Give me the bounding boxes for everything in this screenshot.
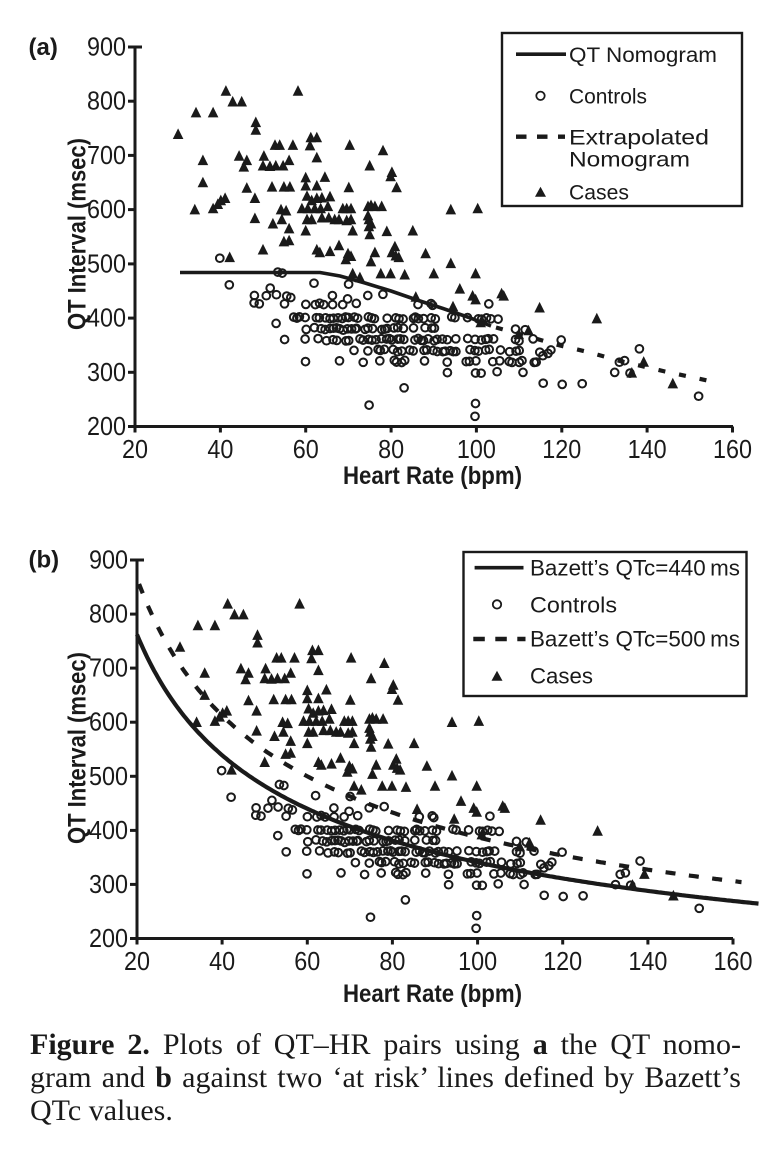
svg-text:QT Nomogram: QT Nomogram xyxy=(569,43,717,67)
svg-text:500: 500 xyxy=(89,761,128,791)
svg-text:400: 400 xyxy=(87,303,126,333)
svg-text:140: 140 xyxy=(628,946,667,976)
svg-text:800: 800 xyxy=(87,86,126,116)
svg-text:Controls: Controls xyxy=(530,593,617,618)
svg-text:600: 600 xyxy=(89,707,128,737)
svg-text:20: 20 xyxy=(124,946,150,976)
svg-text:300: 300 xyxy=(87,357,126,387)
svg-text:200: 200 xyxy=(89,923,128,953)
svg-text:40: 40 xyxy=(207,434,233,464)
svg-text:Bazett’s QTc=440 ms: Bazett’s QTc=440 ms xyxy=(530,556,740,581)
svg-text:300: 300 xyxy=(89,869,128,899)
svg-text:80: 80 xyxy=(379,946,405,976)
svg-text:Bazett’s QTc=500 ms: Bazett’s QTc=500 ms xyxy=(530,627,740,652)
svg-text:100: 100 xyxy=(458,946,497,976)
svg-text:QT Interval (msec): QT Interval (msec) xyxy=(64,652,92,844)
svg-text:140: 140 xyxy=(628,434,667,464)
svg-text:QT Interval (msec): QT Interval (msec) xyxy=(64,138,92,330)
svg-text:100: 100 xyxy=(457,434,496,464)
svg-text:Heart Rate (bpm): Heart Rate (bpm) xyxy=(343,462,522,490)
svg-text:Cases: Cases xyxy=(569,181,629,205)
svg-text:60: 60 xyxy=(293,434,319,464)
svg-text:60: 60 xyxy=(294,946,320,976)
svg-text:500: 500 xyxy=(87,248,126,278)
svg-text:Heart Rate (bpm): Heart Rate (bpm) xyxy=(343,980,522,1008)
svg-text:900: 900 xyxy=(87,32,126,62)
svg-text:40: 40 xyxy=(209,946,235,976)
svg-text:Cases: Cases xyxy=(530,664,593,689)
svg-text:900: 900 xyxy=(89,545,128,575)
svg-text:600: 600 xyxy=(87,194,126,224)
svg-text:160: 160 xyxy=(714,946,753,976)
svg-text:Controls: Controls xyxy=(569,85,647,109)
svg-text:20: 20 xyxy=(122,434,148,464)
svg-text:(a): (a) xyxy=(29,34,58,61)
svg-text:(b): (b) xyxy=(29,547,60,574)
svg-text:80: 80 xyxy=(378,434,404,464)
svg-text:Extrapolated: Extrapolated xyxy=(569,126,709,150)
svg-text:160: 160 xyxy=(713,434,752,464)
svg-text:Nomogram: Nomogram xyxy=(569,148,690,172)
svg-text:700: 700 xyxy=(89,653,128,683)
svg-text:120: 120 xyxy=(543,946,582,976)
svg-text:800: 800 xyxy=(89,599,128,629)
svg-text:120: 120 xyxy=(542,434,581,464)
svg-text:700: 700 xyxy=(87,140,126,170)
svg-text:200: 200 xyxy=(87,411,126,441)
svg-text:400: 400 xyxy=(89,815,128,845)
